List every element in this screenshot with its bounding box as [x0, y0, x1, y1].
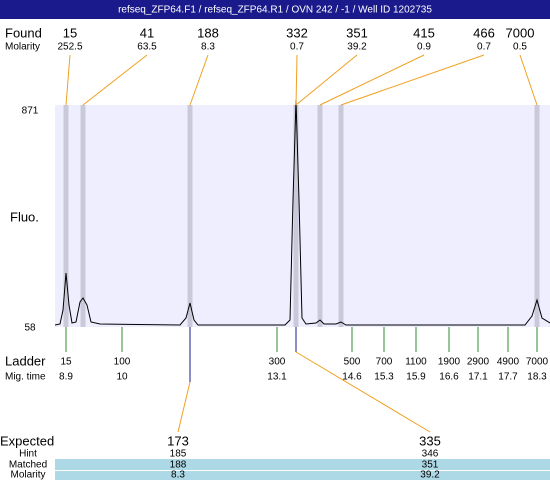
found-molarity: 0.7 — [290, 42, 304, 53]
found-link — [340, 54, 485, 106]
expected-label: Expected — [0, 433, 54, 448]
ladder-time: 18.3 — [527, 372, 547, 383]
ladder-time: 13.1 — [267, 372, 287, 383]
found-molarity: 252.5 — [57, 42, 82, 53]
ladder-time: 10 — [116, 372, 128, 383]
ladder-time: 17.7 — [498, 372, 518, 383]
expected-size: 335 — [419, 433, 441, 448]
found-label: Found — [5, 25, 42, 40]
found-molarity: 63.5 — [137, 42, 157, 53]
peak-bands — [63, 105, 540, 327]
ladder-size: 4900 — [497, 357, 520, 368]
found-size: 415 — [413, 25, 435, 40]
ladder-size: 700 — [376, 357, 393, 368]
found-link — [295, 54, 298, 106]
hint-label: Hint — [19, 449, 37, 460]
title: refseq_ZFP64.F1 / refseq_ZFP64.R1 / OVN … — [118, 5, 432, 16]
matched-band — [55, 459, 550, 470]
ladder-label: Ladder — [5, 353, 46, 368]
expected-link — [177, 381, 191, 433]
found-link — [319, 54, 425, 106]
molarity-label: Molarity — [5, 42, 40, 53]
y-max: 871 — [22, 106, 39, 117]
matched-molarity: 39.2 — [420, 470, 440, 480]
ladder-time: 15.3 — [374, 372, 394, 383]
matched-molarity: 8.3 — [171, 470, 185, 480]
found-size: 332 — [286, 25, 308, 40]
ladder-size: 500 — [344, 357, 361, 368]
hint-size: 185 — [170, 449, 187, 460]
hint-size: 346 — [422, 449, 439, 460]
found-size: 41 — [140, 25, 154, 40]
found-size: 7000 — [506, 25, 535, 40]
plot-area — [55, 105, 550, 327]
found-size: 188 — [197, 25, 219, 40]
ladder-time: 17.1 — [468, 372, 488, 383]
found-link — [82, 54, 148, 106]
found-size: 351 — [346, 25, 368, 40]
molarity-band — [55, 471, 550, 480]
ladder-size: 15 — [60, 357, 72, 368]
matched-size: 351 — [422, 460, 439, 471]
ladder-size: 1900 — [438, 357, 461, 368]
found-link — [295, 54, 358, 106]
matched-label: Matched — [9, 460, 47, 471]
ladder-time: 8.9 — [59, 372, 73, 383]
expected-link — [295, 351, 431, 433]
found-molarity: 8.3 — [201, 42, 215, 53]
ladder-time: 16.6 — [439, 372, 459, 383]
expected-size: 173 — [167, 433, 189, 448]
ladder-time: 15.9 — [406, 372, 426, 383]
y-min: 58 — [24, 323, 36, 334]
found-size: 15 — [63, 25, 77, 40]
ladder-size: 7000 — [526, 357, 549, 368]
found-link — [65, 54, 71, 106]
found-link — [189, 54, 209, 106]
ladder-size: 1100 — [405, 357, 427, 368]
found-molarity: 0.5 — [513, 42, 527, 53]
found-size: 466 — [473, 25, 495, 40]
found-molarity: 0.7 — [477, 42, 491, 53]
title-bar — [0, 0, 550, 19]
found-molarity: 39.2 — [347, 42, 367, 53]
ladder-size: 2900 — [467, 357, 490, 368]
matched-size: 188 — [170, 460, 187, 471]
trace — [54, 99, 550, 326]
y-label: Fluo. — [10, 209, 39, 224]
mig-time-label: Mig. time — [5, 372, 46, 383]
ladder-size: 100 — [114, 357, 131, 368]
exp-molarity-label: Molarity — [10, 470, 45, 480]
ladder-size: 300 — [269, 357, 286, 368]
found-molarity: 0.9 — [417, 42, 431, 53]
found-link — [519, 54, 538, 106]
ladder-time: 14.6 — [342, 372, 362, 383]
